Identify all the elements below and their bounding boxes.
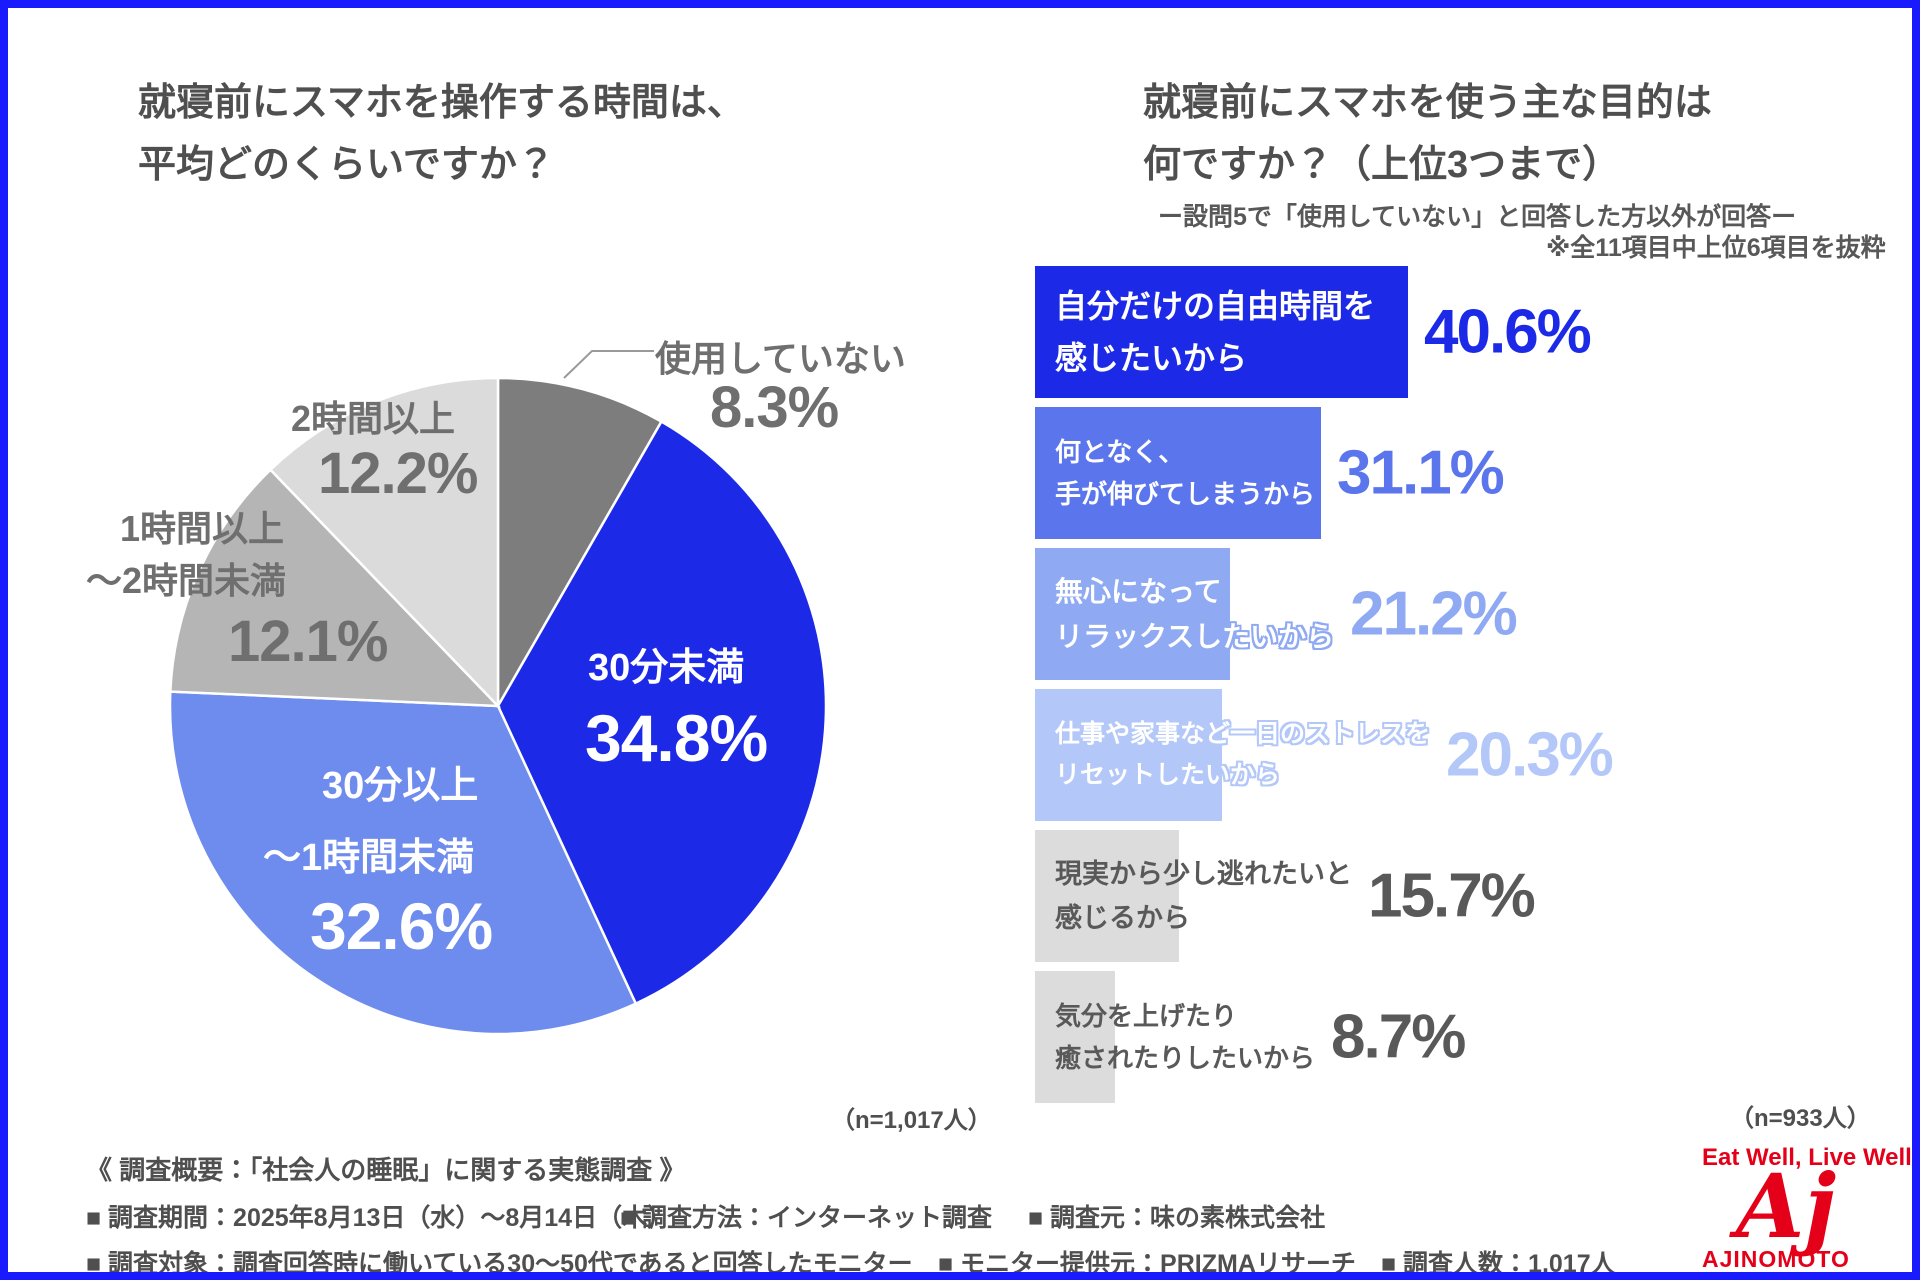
pie-label-3-line1: 〜2時間未満 bbox=[86, 560, 287, 601]
pie-label-1-line0: 30分未満 bbox=[588, 647, 745, 689]
bar-label-0: 自分だけの自由時間を 感じたいから bbox=[1055, 280, 1375, 384]
bar-label-1: 何となく、手が伸びてしまうから bbox=[1055, 431, 1315, 515]
pie-slice-3 bbox=[169, 467, 502, 708]
pie-value-0: 8.3% bbox=[710, 375, 839, 440]
leader-line bbox=[563, 350, 654, 379]
bar-label-2-line0: 無心になって bbox=[1055, 576, 1222, 607]
bar-label-1-line1: 手が伸びてしまうから bbox=[1055, 479, 1316, 509]
pie-value-4: 12.2% bbox=[318, 441, 478, 506]
bar-label-0-line1: 感じたいから bbox=[1055, 340, 1248, 376]
bar-label-5-line1: 癒されたりしたいから bbox=[1055, 1043, 1316, 1073]
bar-value-3: 20.3% bbox=[1446, 720, 1614, 790]
pie-chart bbox=[168, 376, 828, 1036]
pie-title-line2: 平均どのくらいですか？ bbox=[138, 144, 555, 186]
foot-row2-item-0: ■ 調査対象：調査回答時に働いている30〜50代であると回答したモニター bbox=[86, 1250, 913, 1278]
bar-value-1: 31.1% bbox=[1337, 438, 1505, 508]
pie-slice-4 bbox=[268, 376, 500, 710]
bar-chart-note-excerpt: ※全11項目中上位6項目を抜粋 bbox=[1546, 234, 1886, 262]
foot-row1-item-0: ■ 調査期間：2025年8月13日（水）〜8月14日（木） bbox=[86, 1204, 673, 1232]
bar-value-0: 40.6% bbox=[1424, 297, 1592, 367]
pie-label-4-line0: 2時間以上 bbox=[291, 398, 456, 439]
bar-value-5: 8.7% bbox=[1331, 1002, 1466, 1072]
bar-label-4-line0: 現実から少し逃れたいと bbox=[1055, 859, 1352, 889]
bar-fill-4 bbox=[1035, 830, 1179, 962]
bar-label-3-line0: 仕事や家事など一日のストレスを bbox=[1055, 720, 1431, 748]
bar-fill-0 bbox=[1035, 266, 1408, 398]
pie-value-1: 34.8% bbox=[585, 701, 768, 775]
bar-fill-3 bbox=[1035, 689, 1222, 821]
bar-sample-size: （n=933人） bbox=[1730, 1105, 1871, 1132]
pie-label-2-line0: 30分以上 bbox=[322, 765, 479, 807]
pie-sample-size: （n=1,017人） bbox=[831, 1107, 992, 1134]
pie-slice-1 bbox=[496, 419, 828, 1006]
bar-value-4: 15.7% bbox=[1368, 861, 1536, 931]
foot-row1-item-1: ■ 調査方法：インターネット調査 bbox=[620, 1204, 993, 1232]
bar-chart-note-respondents: ー設問5で「使用していない」と回答した方以外が回答ー bbox=[1158, 203, 1797, 231]
survey-overview-heading: 《 調査概要：「社会人の睡眠」に関する実態調査 》 bbox=[86, 1155, 686, 1185]
foot-row1-item-2: ■ 調査元：味の素株式会社 bbox=[1028, 1204, 1326, 1232]
bar-row-2: 無心になって リラックスしたいから 21.2% bbox=[1035, 548, 1895, 680]
pie-title-line1: 就寝前にスマホを操作する時間は、 bbox=[138, 82, 745, 124]
bar-label-3: 仕事や家事など一日のストレスを リセットしたいから bbox=[1055, 714, 1430, 796]
pie-label-2-line1: 〜1時間未満 bbox=[263, 837, 475, 879]
bar-label-3-line1: リセットしたいから bbox=[1055, 761, 1281, 789]
ajinomoto-logo-icon: Aj bbox=[1736, 1154, 1837, 1258]
pie-slice-0 bbox=[496, 376, 664, 711]
bar-label-4-line1: 感じるから bbox=[1055, 903, 1190, 933]
bar-label-5: 気分を上げたり癒されたりしたいから bbox=[1055, 995, 1315, 1079]
bar-label-2-line1: リラックスしたいから bbox=[1055, 621, 1335, 652]
pie-value-2: 32.6% bbox=[310, 889, 493, 963]
foot-row2-item-1: ■ モニター提供元：PRIZMAリサーチ bbox=[938, 1250, 1356, 1278]
bar-title-line1: 就寝前にスマホを使う主な目的は bbox=[1143, 82, 1712, 124]
bar-title-line2: 何ですか？（上位3つまで） bbox=[1143, 144, 1621, 186]
pie-chart-title: 就寝前にスマホを操作する時間は、 平均どのくらいですか？ bbox=[138, 72, 745, 196]
pie-value-3: 12.1% bbox=[228, 609, 388, 674]
bar-label-0-line0: 自分だけの自由時間を bbox=[1055, 288, 1376, 324]
bar-row-4: 現実から少し逃れたいと 感じるから 15.7% bbox=[1035, 830, 1895, 962]
bar-fill-1 bbox=[1035, 407, 1321, 539]
bar-row-1: 何となく、手が伸びてしまうから 31.1% bbox=[1035, 407, 1895, 539]
pie-label-3-line0: 1時間以上 bbox=[120, 508, 285, 549]
pie-slice-2 bbox=[168, 690, 638, 1036]
bar-row-5: 気分を上げたり 癒されたりしたいから 8.7% bbox=[1035, 971, 1895, 1103]
bar-label-1-line0: 何となく、 bbox=[1055, 437, 1185, 467]
bar-fill-5 bbox=[1035, 971, 1115, 1103]
bar-row-3: 仕事や家事など一日のストレスを リセットしたいから 20.3% bbox=[1035, 689, 1895, 821]
bar-chart-title: 就寝前にスマホを使う主な目的は 何ですか？（上位3つまで） bbox=[1143, 72, 1712, 196]
foot-row2-item-2: ■ 調査人数：1,017人 bbox=[1381, 1250, 1616, 1278]
bar-value-2: 21.2% bbox=[1350, 579, 1518, 649]
bar-row-0: 自分だけの自由時間を 感じたいから 40.6% bbox=[1035, 266, 1895, 398]
pie-label-0-line0: 使用していない bbox=[655, 338, 906, 379]
brand-tagline: Eat Well, Live Well. bbox=[1702, 1144, 1919, 1171]
bar-label-2: 無心になってリラックスしたいから bbox=[1055, 569, 1334, 659]
bar-label-4: 現実から少し逃れたいと 感じるから bbox=[1055, 852, 1352, 940]
bar-label-5-line0: 気分を上げたり bbox=[1055, 1001, 1238, 1031]
bar-fill-2 bbox=[1035, 548, 1230, 680]
brand-name: AJINOMOTO bbox=[1702, 1246, 1850, 1272]
